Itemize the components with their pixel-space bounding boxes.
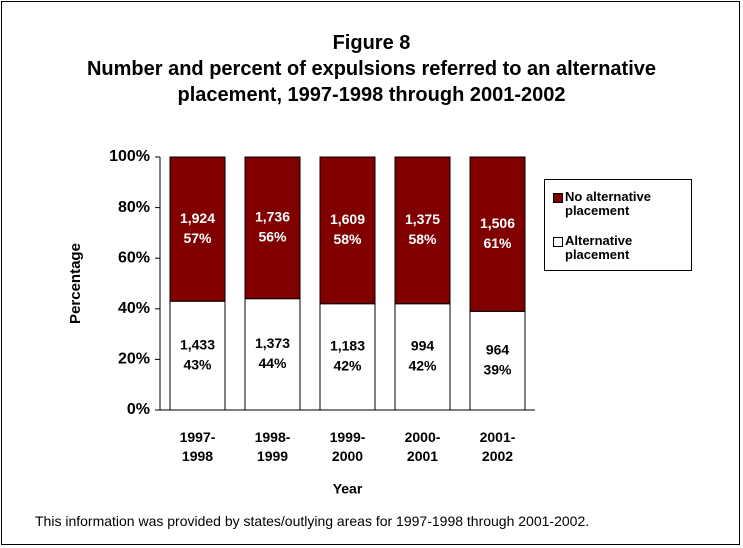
count-label: 1,924 <box>180 210 215 226</box>
value-label: 56% <box>258 229 287 245</box>
chart-subtitle: Number and percent of expulsions referre… <box>86 58 657 106</box>
count-label: 964 <box>486 341 510 357</box>
y-tick-label: 20% <box>118 351 150 368</box>
bar-segment <box>169 300 226 411</box>
value-label: 39% <box>483 361 512 377</box>
y-tick-label: 40% <box>118 300 150 317</box>
y-tick-label: 100% <box>109 148 150 165</box>
count-label: 1,183 <box>330 338 365 354</box>
bar-segment <box>469 310 526 411</box>
legend-entry: Alternative placement <box>553 234 683 262</box>
bar-segment <box>394 303 451 411</box>
footnote: This information was provided by states/… <box>35 513 590 529</box>
legend: No alternative placement Alternative plac… <box>544 179 692 271</box>
value-label: 58% <box>408 231 437 247</box>
value-label: 42% <box>333 358 362 374</box>
x-tick-label: 1997-1998 <box>179 429 216 464</box>
y-axis-title: Percentage <box>67 243 84 324</box>
value-label: 42% <box>408 358 437 374</box>
value-label: 61% <box>483 235 512 251</box>
chart-title: Figure 8 <box>332 32 411 54</box>
bar-segment <box>394 156 451 305</box>
count-label: 1,736 <box>255 209 290 225</box>
value-label: 57% <box>183 230 212 246</box>
count-label: 1,506 <box>480 215 515 231</box>
count-label: 1,373 <box>255 335 290 351</box>
x-tick-label: 1998-1999 <box>254 429 291 464</box>
x-axis-title: Year <box>333 481 363 497</box>
y-tick-label: 0% <box>127 401 150 418</box>
count-label: 1,433 <box>180 336 215 352</box>
value-label: 44% <box>258 355 287 371</box>
x-tick-label: 2001-2002 <box>479 429 516 464</box>
bar-segment <box>244 156 301 300</box>
y-tick-label: 60% <box>118 249 150 266</box>
legend-label: Alternative placement <box>565 233 633 262</box>
count-label: 994 <box>411 338 435 354</box>
x-tick-label: 1999-2000 <box>329 429 366 464</box>
value-label: 58% <box>333 231 362 247</box>
legend-entry: No alternative placement <box>553 190 683 218</box>
bar-segment <box>469 156 526 312</box>
legend-swatch <box>553 237 563 247</box>
value-label: 43% <box>183 356 212 372</box>
bar-segment <box>319 156 376 305</box>
legend-swatch <box>553 193 563 203</box>
count-label: 1,375 <box>405 211 440 227</box>
title-block: Figure 8 Number and percent of expulsion… <box>40 30 703 108</box>
x-tick-label: 2000-2001 <box>404 429 441 464</box>
y-tick-label: 80% <box>118 199 150 216</box>
count-label: 1,609 <box>330 211 365 227</box>
legend-label: No alternative placement <box>565 189 651 218</box>
bar-segment <box>169 156 226 302</box>
